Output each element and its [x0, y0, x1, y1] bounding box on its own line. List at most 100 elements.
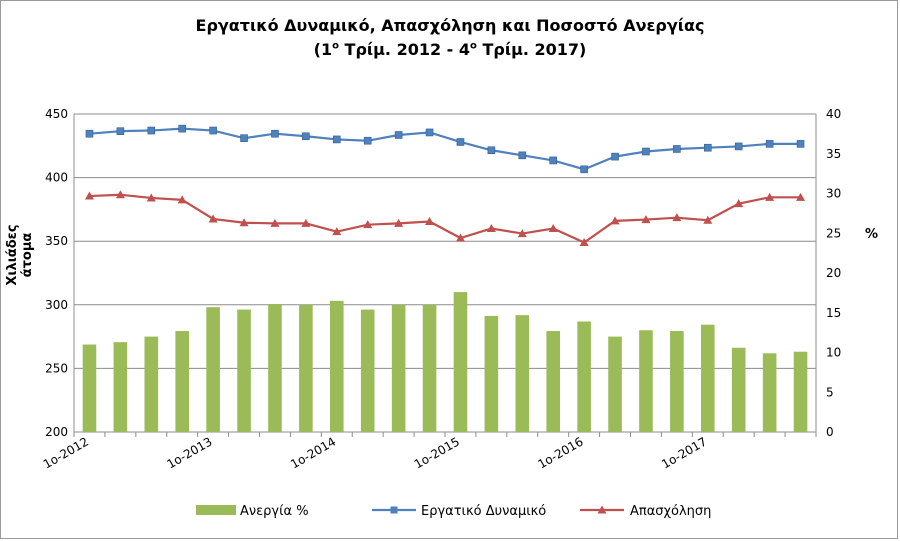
legend-swatch-unemployment: [196, 505, 236, 515]
bar-unemployment: [391, 304, 406, 432]
point-employment: [486, 223, 496, 232]
bar-unemployment: [360, 309, 375, 432]
bar-unemployment: [82, 344, 97, 432]
point-employment: [455, 233, 465, 242]
point-employment: [332, 227, 342, 236]
y-right-tick-label: 35: [826, 147, 841, 161]
point-labor-force: [642, 147, 650, 156]
y-right-tick-label: 15: [826, 306, 841, 320]
x-tick-label: 1ο-2017: [659, 434, 709, 471]
point-employment: [517, 229, 527, 238]
point-employment: [177, 195, 187, 204]
point-employment: [301, 218, 311, 227]
line-employment: [89, 193, 801, 244]
point-employment: [84, 191, 94, 200]
legend-label-unemployment: Ανεργία %: [240, 504, 309, 519]
y-right-tick-label: 20: [826, 266, 841, 280]
bar-unemployment: [484, 315, 499, 432]
bar-unemployment: [700, 324, 715, 432]
point-employment: [394, 218, 404, 227]
point-labor-force: [116, 127, 125, 135]
point-labor-force: [796, 140, 805, 148]
point-labor-force: [703, 143, 712, 152]
bar-unemployment: [608, 336, 622, 432]
line-labor-force: [89, 127, 801, 171]
x-tick-label: 1ο-2015: [412, 434, 462, 471]
bar-unemployment: [577, 321, 591, 432]
legend-marker-employment: [597, 505, 607, 514]
point-employment: [703, 215, 713, 224]
point-employment: [734, 199, 744, 208]
point-employment: [672, 213, 682, 222]
x-tick-label: 1ο-2016: [535, 434, 585, 471]
legend-marker-labor-force: [390, 506, 398, 514]
point-labor-force: [611, 152, 619, 161]
y-axis-right-label: %: [865, 227, 879, 242]
y-left-tick-label: 300: [45, 298, 68, 312]
y-left-tick-label: 450: [45, 107, 68, 121]
point-employment: [146, 193, 156, 202]
point-labor-force: [85, 129, 94, 138]
point-labor-force: [147, 126, 156, 135]
point-employment: [765, 192, 775, 201]
bar-unemployment: [299, 304, 313, 432]
point-labor-force: [425, 128, 434, 137]
point-employment: [641, 215, 651, 224]
y-left-tick-label: 200: [45, 425, 68, 439]
x-tick-label: 1ο-2014: [288, 434, 338, 471]
y-right-tick-label: 40: [826, 107, 841, 121]
bar-unemployment: [546, 331, 561, 432]
y-right-tick-label: 5: [826, 385, 834, 399]
y-right-tick-label: 10: [826, 346, 841, 360]
bar-unemployment: [206, 307, 220, 432]
chart-title-line-2: (1ο Τρίμ. 2012 - 4ο Τρίμ. 2017): [313, 40, 587, 59]
bar-unemployment: [762, 353, 777, 432]
y-left-tick-label: 400: [45, 171, 68, 185]
legend-label-labor-force: Εργατικό Δυναμικό: [421, 504, 546, 519]
bar-unemployment: [639, 330, 653, 432]
point-labor-force: [178, 124, 187, 133]
point-labor-force: [456, 138, 465, 146]
point-employment: [270, 218, 280, 227]
bar-unemployment: [731, 347, 746, 432]
bar-unemployment: [237, 309, 251, 432]
x-tick-label: 1ο-2013: [164, 434, 214, 471]
x-tick-label: 1ο-2012: [41, 434, 91, 471]
y-right-tick-label: 0: [826, 425, 834, 439]
y-right-tick-label: 30: [826, 187, 841, 201]
point-employment: [115, 190, 125, 199]
point-employment: [239, 218, 249, 227]
point-labor-force: [332, 135, 341, 144]
y-left-tick-label: 350: [45, 234, 68, 248]
bar-unemployment: [113, 342, 128, 432]
point-employment: [208, 214, 218, 223]
point-labor-force: [487, 146, 496, 155]
point-labor-force: [394, 131, 403, 139]
point-employment: [425, 216, 435, 225]
legend-label-employment: Απασχόληση: [630, 504, 711, 519]
bar-unemployment: [268, 304, 282, 432]
point-labor-force: [209, 126, 217, 135]
point-labor-force: [302, 132, 310, 141]
bar-unemployment: [175, 331, 190, 432]
point-employment: [796, 192, 806, 201]
point-labor-force: [765, 140, 774, 148]
point-employment: [579, 237, 589, 246]
point-labor-force: [549, 156, 558, 165]
point-labor-force: [580, 165, 588, 174]
point-employment: [548, 223, 558, 232]
point-employment: [363, 220, 373, 229]
point-labor-force: [673, 145, 681, 153]
chart-title-line-1: Εργατικό Δυναμικό, Απασχόληση και Ποσοστ…: [195, 16, 705, 35]
point-labor-force: [363, 136, 372, 145]
point-labor-force: [240, 134, 248, 142]
bar-unemployment: [144, 336, 159, 432]
point-employment: [610, 216, 620, 225]
point-labor-force: [271, 129, 279, 138]
point-labor-force: [518, 151, 527, 160]
bar-unemployment: [422, 304, 437, 432]
bar-unemployment: [453, 292, 468, 432]
bar-unemployment: [793, 351, 808, 432]
